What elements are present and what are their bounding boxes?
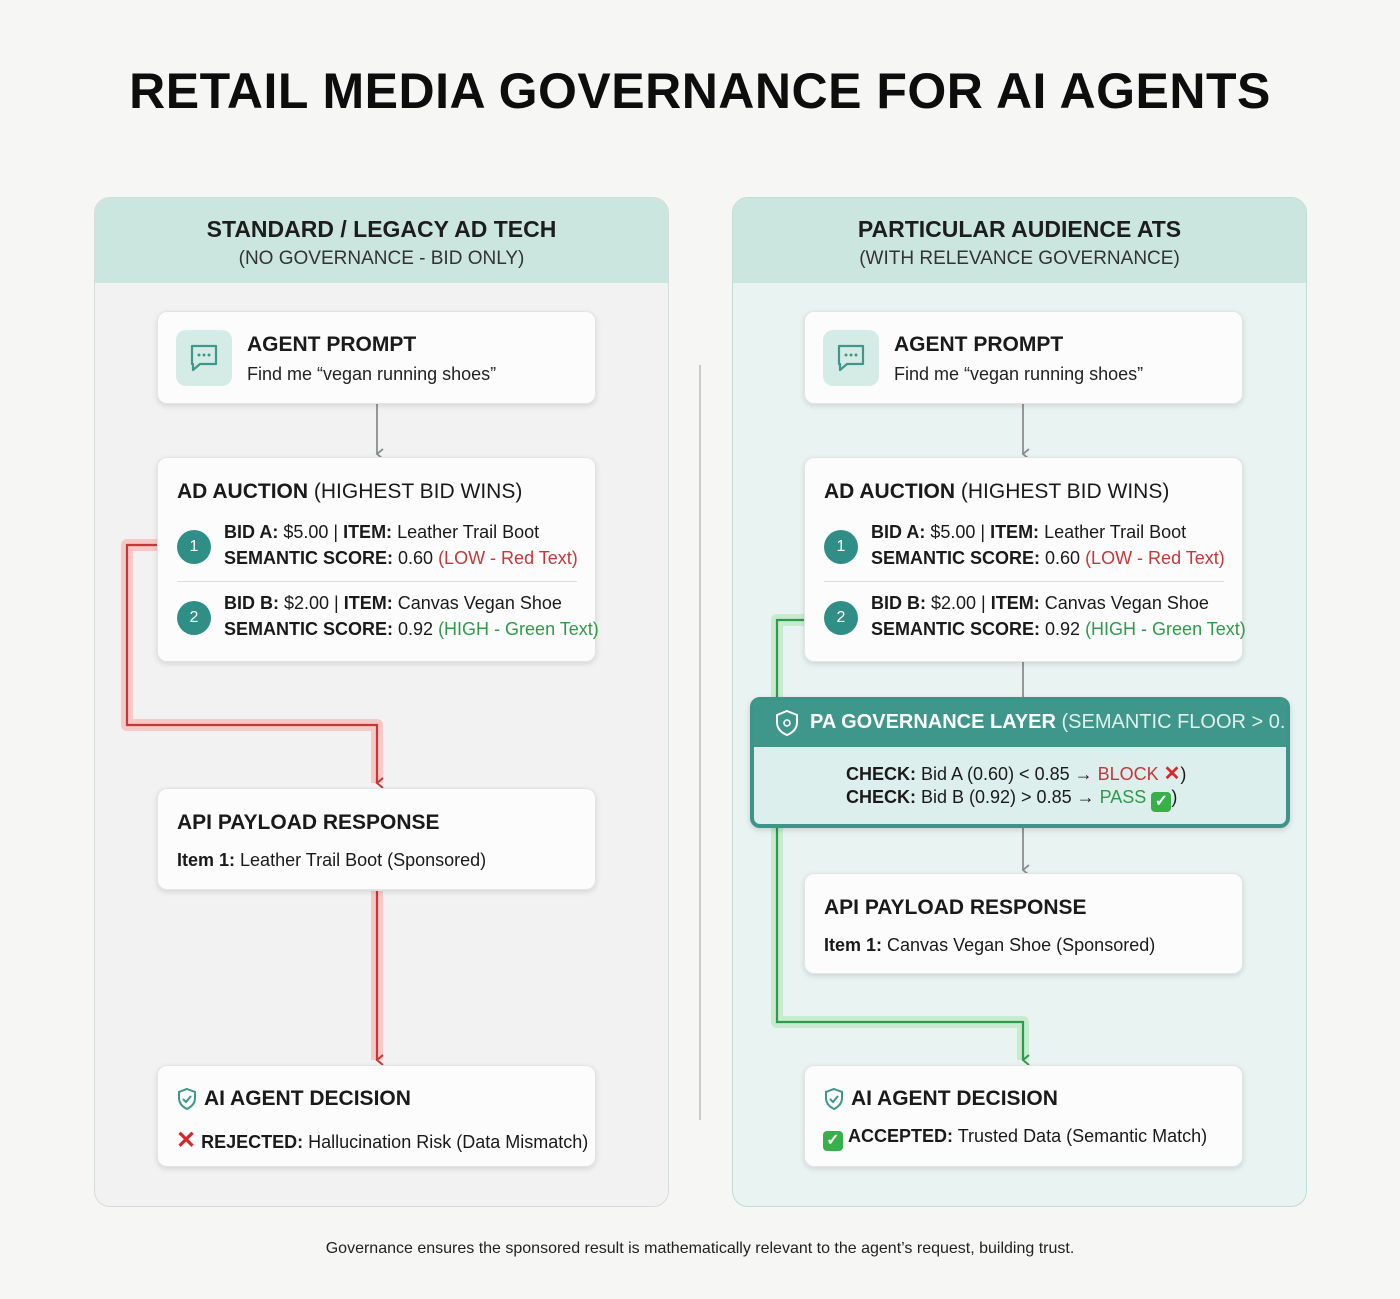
- legacy-api-response-card: API PAYLOAD RESPONSE Item 1: Leather Tra…: [157, 788, 596, 890]
- governed-ad-auction-card: AD AUCTION (HIGHEST BID WINS) 1 BID A: $…: [804, 457, 1246, 662]
- legacy-panel-header: STANDARD / LEGACY AD TECH (NO GOVERNANCE…: [95, 198, 668, 283]
- score-line: SEMANTIC SCORE: 0.92 (HIGH - Green Text): [871, 619, 1246, 639]
- legacy-agent-prompt-card: AGENT PROMPT Find me “vegan running shoe…: [157, 311, 596, 404]
- bid-number-badge: 1: [824, 530, 858, 564]
- score-line: SEMANTIC SCORE: 0.60 (LOW - Red Text): [224, 548, 578, 568]
- governed-agent-prompt-card: AGENT PROMPT Find me “vegan running shoe…: [804, 311, 1243, 404]
- bid-separator: [177, 581, 577, 582]
- chat-bubble-icon: [823, 330, 879, 386]
- prompt-text: Find me “vegan running shoes”: [247, 364, 497, 384]
- bid-number-badge: 2: [824, 601, 858, 635]
- auction-title: AD AUCTION (HIGHEST BID WINS): [824, 480, 1170, 503]
- check-mark-icon: ✓: [1151, 792, 1172, 812]
- governance-panel-header: PARTICULAR AUDIENCE ATS (WITH RELEVANCE …: [733, 198, 1306, 283]
- bid-number-badge: 2: [177, 601, 211, 635]
- prompt-title: AGENT PROMPT: [247, 333, 417, 356]
- check-mark-icon: ✓: [823, 1131, 843, 1151]
- governance-header-title: PARTICULAR AUDIENCE ATS: [857, 216, 1182, 242]
- governance-layer-card: PA GOVERNANCE LAYER (SEMANTIC FLOOR > 0.…: [750, 697, 1290, 828]
- bid-line: BID A: $5.00 | ITEM: Leather Trail Boot: [224, 522, 540, 542]
- bid-separator: [824, 581, 1224, 582]
- legacy-decision-card: AI AGENT DECISION ✕ REJECTED: Hallucinat…: [157, 1065, 596, 1167]
- bid-line: BID B: $2.00 | ITEM: Canvas Vegan Shoe: [871, 593, 1209, 613]
- bid-number-badge: 1: [177, 530, 211, 564]
- decision-status: ✕ REJECTED: Hallucination Risk (Data Mis…: [176, 1127, 589, 1154]
- chat-bubble-icon: [176, 330, 232, 386]
- api-title: API PAYLOAD RESPONSE: [177, 811, 440, 834]
- auction-title: AD AUCTION (HIGHEST BID WINS): [177, 480, 523, 503]
- legacy-header-subtitle: (NO GOVERNANCE - BID ONLY): [238, 248, 525, 269]
- prompt-title: AGENT PROMPT: [894, 333, 1064, 356]
- bid-line: BID A: $5.00 | ITEM: Leather Trail Boot: [871, 522, 1187, 542]
- footer-caption: Governance ensures the sponsored result …: [325, 1240, 1075, 1257]
- score-line: SEMANTIC SCORE: 0.92 (HIGH - Green Text): [224, 619, 599, 639]
- api-title: API PAYLOAD RESPONSE: [824, 896, 1087, 919]
- governed-api-response-card: API PAYLOAD RESPONSE Item 1: Canvas Vega…: [804, 873, 1243, 974]
- prompt-text: Find me “vegan running shoes”: [894, 364, 1144, 384]
- cross-mark-icon: ✕: [176, 1127, 197, 1154]
- shield-icon: [776, 709, 798, 737]
- panel-divider: [699, 365, 701, 1120]
- api-item: Item 1: Canvas Vegan Shoe (Sponsored): [824, 935, 1156, 955]
- decision-status: ✓ ACCEPTED: Trusted Data (Semantic Match…: [823, 1126, 1207, 1151]
- governed-decision-card: AI AGENT DECISION ✓ ACCEPTED: Trusted Da…: [804, 1065, 1243, 1167]
- decision-title: AI AGENT DECISION: [851, 1087, 1058, 1110]
- api-item: Item 1: Leather Trail Boot (Sponsored): [177, 850, 487, 870]
- shield-icon: [178, 1087, 196, 1111]
- governance-header-subtitle: (WITH RELEVANCE GOVERNANCE): [859, 248, 1180, 269]
- legacy-ad-auction-card: AD AUCTION (HIGHEST BID WINS) 1 BID A: $…: [157, 457, 599, 662]
- check-bid-b: CHECK: Bid B (0.92) > 0.85 → PASS ✓): [846, 787, 1178, 812]
- decision-title: AI AGENT DECISION: [204, 1087, 411, 1110]
- cross-mark-icon: ✕: [1163, 763, 1181, 785]
- check-bid-a: CHECK: Bid A (0.60) < 0.85 → BLOCK ✕): [846, 763, 1187, 785]
- score-line: SEMANTIC SCORE: 0.60 (LOW - Red Text): [871, 548, 1225, 568]
- bid-line: BID B: $2.00 | ITEM: Canvas Vegan Shoe: [224, 593, 562, 613]
- shield-icon: [825, 1087, 843, 1111]
- legacy-header-title: STANDARD / LEGACY AD TECH: [206, 216, 557, 242]
- page-title: RETAIL MEDIA GOVERNANCE FOR AI AGENTS: [129, 63, 1271, 119]
- governance-layer-header: PA GOVERNANCE LAYER (SEMANTIC FLOOR > 0.…: [754, 701, 1286, 747]
